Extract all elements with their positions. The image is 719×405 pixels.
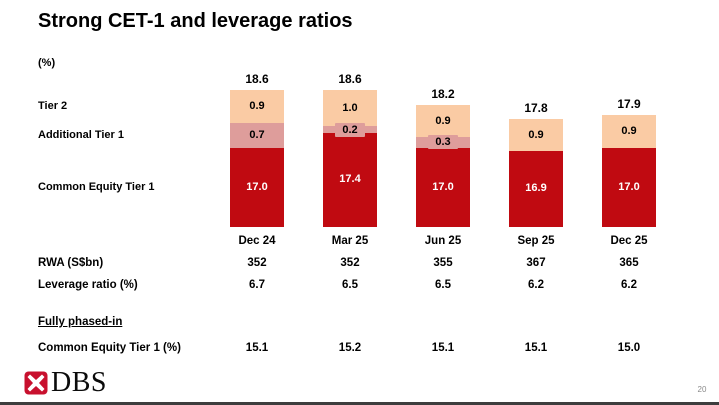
table-cell-value: 6.2 — [528, 279, 544, 291]
series-label-common-equity-tier-1: Common Equity Tier 1 — [38, 181, 155, 193]
dbs-logo-x-icon — [24, 371, 48, 395]
table-cell-value: 355 — [433, 257, 453, 269]
series-label-additional-tier-1: Additional Tier 1 — [38, 129, 124, 141]
slide-title: Strong CET-1 and leverage ratios — [38, 10, 353, 32]
series-label-tier-2: Tier 2 — [38, 100, 68, 112]
bottom-edge-strip — [0, 402, 719, 405]
table-row-label: Leverage ratio (%) — [38, 279, 138, 291]
segment-common-equity-tier-1 — [509, 151, 563, 227]
table-cell-value: 352 — [247, 257, 267, 269]
table-cell-value: 367 — [526, 257, 546, 269]
segment-tier-2 — [602, 115, 656, 148]
category-label: Dec 25 — [610, 235, 648, 247]
segment-tier-2 — [230, 90, 284, 123]
segment-common-equity-tier-1-label: 17.0 — [246, 180, 268, 193]
fully-phased-in-row-label: Common Equity Tier 1 (%) — [38, 342, 181, 354]
dbs-logo: DBS — [24, 367, 107, 398]
fully-phased-in-value: 15.1 — [524, 342, 548, 354]
segment-tier-2 — [416, 104, 470, 137]
category-label: Dec 24 — [238, 235, 276, 247]
table-cell-value: 6.5 — [342, 279, 358, 291]
table-cell-value: 6.2 — [621, 279, 637, 291]
fully-phased-in-value: 15.0 — [617, 342, 641, 354]
segment-tier-2-label: 0.9 — [435, 114, 451, 127]
segment-tier-2-label: 1.0 — [342, 102, 358, 115]
segment-tier-2-label: 0.9 — [528, 129, 544, 141]
segment-tier-2-label: 0.9 — [249, 100, 265, 113]
category-label: Jun 25 — [424, 235, 462, 247]
table-row-label: RWA (S$bn) — [38, 257, 104, 269]
table-cell-value: 352 — [340, 257, 360, 269]
segment-additional-tier-1-label: 0.7 — [249, 128, 265, 141]
bar-total-label: 18.6 — [338, 72, 362, 87]
segment-common-equity-tier-1 — [416, 147, 470, 227]
segment-common-equity-tier-1 — [230, 147, 284, 227]
bar-total-label: 18.6 — [245, 72, 269, 87]
category-label: Sep 25 — [517, 235, 555, 247]
bar-total-label: 18.2 — [431, 86, 455, 101]
table-cell-value: 6.5 — [435, 279, 451, 291]
y-axis-unit-label: (%) — [38, 57, 56, 69]
bar-total-label: 17.8 — [524, 101, 548, 115]
segment-common-equity-tier-1-label: 17.0 — [618, 180, 640, 193]
segment-additional-tier-1-label: 0.3 — [428, 135, 458, 150]
segment-common-equity-tier-1-label: 16.9 — [525, 182, 547, 195]
bar-total-label: 17.9 — [617, 97, 641, 112]
segment-common-equity-tier-1 — [323, 133, 377, 227]
category-label: Mar 25 — [331, 235, 369, 247]
segment-common-equity-tier-1 — [602, 147, 656, 227]
dbs-logo-text: DBS — [51, 367, 107, 398]
segment-common-equity-tier-1-label: 17.4 — [339, 173, 361, 186]
segment-tier-2 — [323, 90, 377, 127]
segment-additional-tier-1-label: 0.2 — [335, 122, 365, 137]
table-cell-value: 365 — [619, 257, 639, 269]
page-number: 20 — [697, 385, 707, 394]
segment-tier-2 — [509, 119, 563, 152]
segment-tier-2-label: 0.9 — [621, 125, 637, 138]
segment-common-equity-tier-1-label: 17.0 — [432, 180, 454, 193]
segment-additional-tier-1 — [230, 122, 284, 148]
fully-phased-in-value: 15.2 — [338, 342, 362, 354]
fully-phased-in-value: 15.1 — [245, 342, 269, 354]
table-cell-value: 6.7 — [249, 279, 265, 291]
fully-phased-in-value: 15.1 — [431, 342, 455, 354]
fully-phased-in-heading: Fully phased-in — [38, 316, 123, 328]
